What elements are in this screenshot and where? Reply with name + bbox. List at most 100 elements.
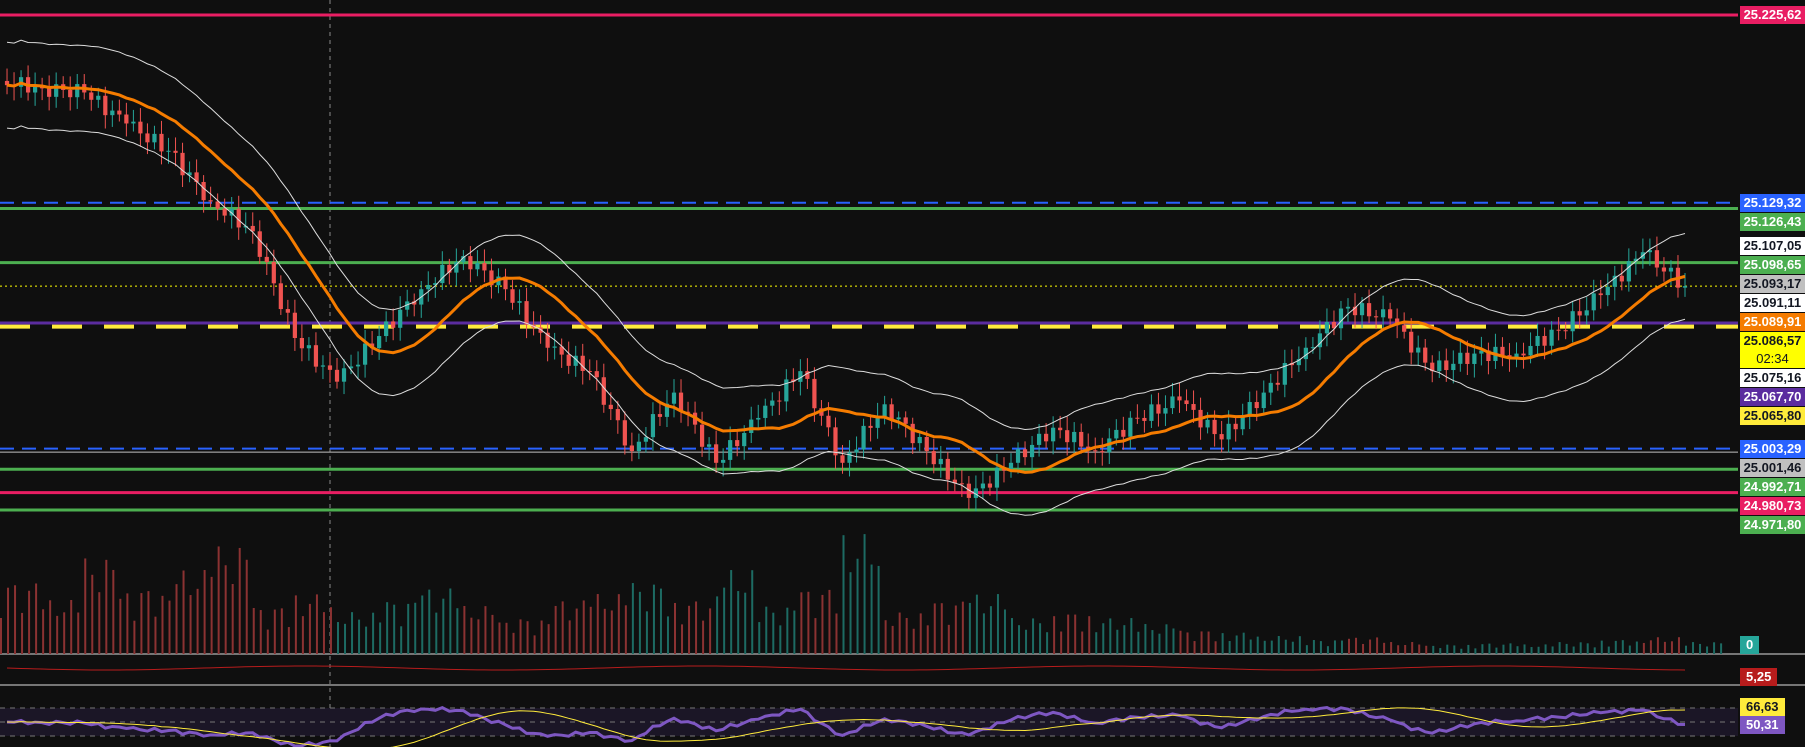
volume-bar	[1172, 628, 1175, 654]
candle	[1556, 329, 1561, 331]
candle	[145, 133, 150, 143]
candle	[1282, 363, 1287, 385]
volume-label: 0	[1740, 636, 1760, 654]
volume-bar	[772, 612, 775, 654]
candle	[398, 309, 403, 328]
candle	[1043, 433, 1049, 442]
volume-bar	[912, 628, 915, 654]
bollinger-band-line	[6, 125, 1686, 516]
candle	[1296, 359, 1301, 366]
price-label: 25.067,70	[1740, 388, 1805, 407]
volume-bar	[35, 583, 38, 654]
volume-bar	[1558, 642, 1561, 654]
candle	[285, 309, 290, 313]
candle	[517, 301, 522, 303]
candle	[1682, 286, 1688, 288]
volume-bar	[1284, 639, 1287, 654]
volume-bar	[617, 594, 620, 654]
price-label-text: 25.126,43	[1743, 213, 1802, 229]
candle	[1008, 462, 1014, 471]
price-label: 25.075,16	[1740, 369, 1805, 388]
candle	[1015, 449, 1021, 463]
volume-bar	[674, 602, 676, 654]
volume-bar	[842, 535, 845, 654]
candle	[714, 444, 719, 463]
volume-bar	[1720, 643, 1723, 654]
volume-bar	[877, 565, 880, 654]
volume-bar	[428, 589, 431, 654]
candle	[377, 336, 382, 349]
volume-bar	[337, 622, 339, 654]
volume-bar	[56, 615, 59, 654]
price-label-text: 25.065,80	[1743, 408, 1802, 424]
volume-bar	[1137, 631, 1140, 654]
volume-bar	[512, 632, 515, 654]
volume-bar	[905, 617, 908, 654]
candle	[475, 263, 480, 270]
volume-bar	[947, 624, 950, 654]
candle	[110, 110, 115, 116]
candle	[320, 365, 326, 367]
candle	[4, 80, 10, 86]
volume-bar	[695, 601, 698, 654]
volume-bar	[1340, 640, 1343, 654]
candle	[1345, 306, 1351, 309]
volume-bar	[1355, 637, 1358, 654]
candle	[89, 92, 94, 100]
volume-bar	[575, 608, 578, 654]
volume-bar	[105, 559, 108, 654]
candle	[1324, 321, 1330, 334]
volume-bar	[484, 606, 487, 654]
volume-bar	[1537, 646, 1540, 654]
volume-bar	[547, 624, 550, 654]
volume-bar	[589, 606, 592, 654]
volume-bar	[1270, 640, 1273, 654]
candle	[1444, 360, 1449, 371]
candle	[917, 437, 922, 444]
candle	[334, 369, 340, 382]
candle	[861, 425, 866, 450]
volume-bar	[835, 613, 838, 654]
candle	[1549, 329, 1554, 346]
volume-bar	[730, 570, 733, 654]
candle	[1254, 402, 1259, 409]
candle	[1093, 450, 1098, 452]
rsi-line	[6, 705, 1686, 747]
volume-bar	[1074, 614, 1077, 654]
volume-bar	[1460, 648, 1463, 654]
candle	[194, 172, 199, 182]
volume-bar	[294, 595, 297, 654]
volume-bar	[561, 601, 564, 654]
candle	[447, 264, 452, 273]
volume-bar	[98, 592, 101, 654]
candle	[980, 483, 986, 489]
volume-bar	[217, 546, 220, 654]
volume-bar	[252, 608, 255, 654]
volume-bar	[161, 595, 164, 654]
volume-bar	[716, 596, 719, 654]
candle	[952, 479, 957, 484]
volume-bar	[147, 591, 150, 654]
candle	[229, 208, 234, 216]
candle	[1598, 293, 1603, 296]
volume-bar	[1600, 640, 1603, 654]
volume-bar	[470, 617, 473, 654]
candle	[1121, 429, 1126, 437]
candle	[868, 425, 873, 428]
candle	[524, 301, 529, 325]
candle	[910, 423, 915, 444]
price-label-text: 25.089,91	[1743, 314, 1802, 330]
volume-bar	[154, 616, 157, 654]
candle	[987, 483, 993, 488]
volume-bar	[954, 605, 957, 654]
moving-average-line	[6, 81, 1686, 474]
volume-bar	[1039, 623, 1042, 654]
volume-bar	[926, 625, 929, 654]
candle	[1373, 316, 1379, 318]
candle	[749, 419, 754, 433]
volume-bar	[540, 620, 543, 654]
candle	[1563, 330, 1568, 332]
candle	[1570, 311, 1575, 332]
volume-bar	[1565, 643, 1568, 654]
